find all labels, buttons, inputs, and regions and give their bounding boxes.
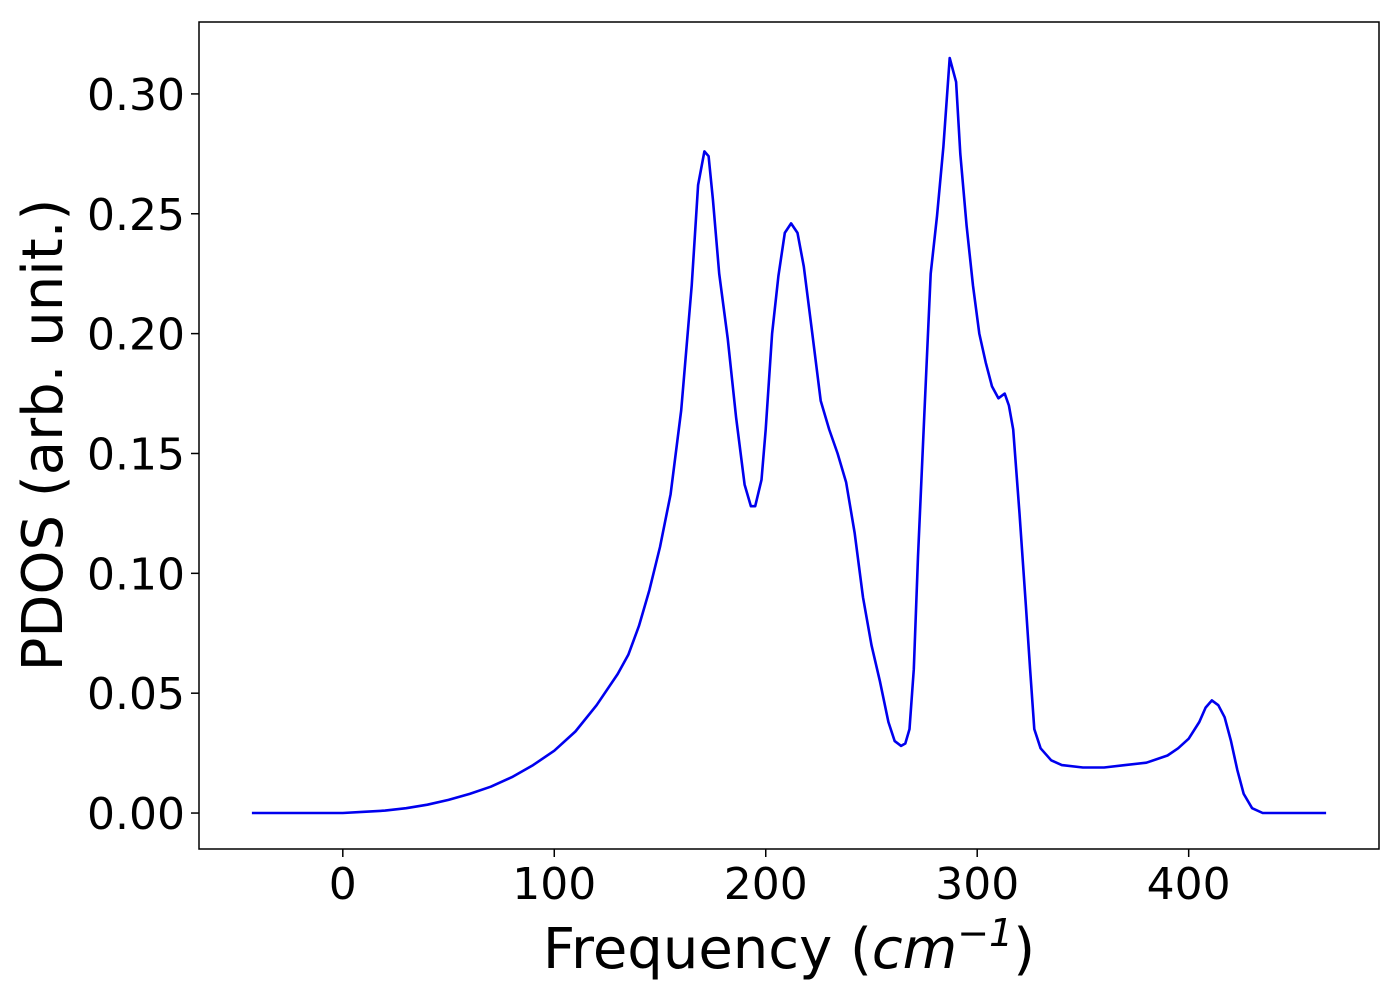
y-tick-label: 0.05 (87, 669, 185, 720)
y-tick-label: 0.30 (87, 70, 185, 121)
plot-frame (198, 21, 1380, 850)
x-tick-label: 300 (935, 859, 1019, 910)
x-tick-label: 100 (512, 859, 596, 910)
x-axis-label: Frequency (cm−1) (543, 911, 1035, 982)
y-axis-label: PDOS (arb. unit.) (11, 199, 76, 672)
y-tick-label: 0.15 (87, 429, 185, 480)
y-tick-label: 0.00 (87, 789, 185, 840)
y-tick-label: 0.25 (87, 190, 185, 241)
pdos-series-line (251, 56, 1327, 815)
x-tick-label: 200 (724, 859, 808, 910)
x-axis-ticks: 0 100 200 300 400 (329, 849, 1231, 910)
y-tick-label: 0.10 (87, 549, 185, 600)
x-tick-label: 400 (1147, 859, 1231, 910)
y-axis-ticks: 0.00 0.05 0.10 0.15 0.20 0.25 0.30 (87, 70, 199, 840)
y-tick-label: 0.20 (87, 310, 185, 361)
x-tick-label: 0 (329, 859, 357, 910)
